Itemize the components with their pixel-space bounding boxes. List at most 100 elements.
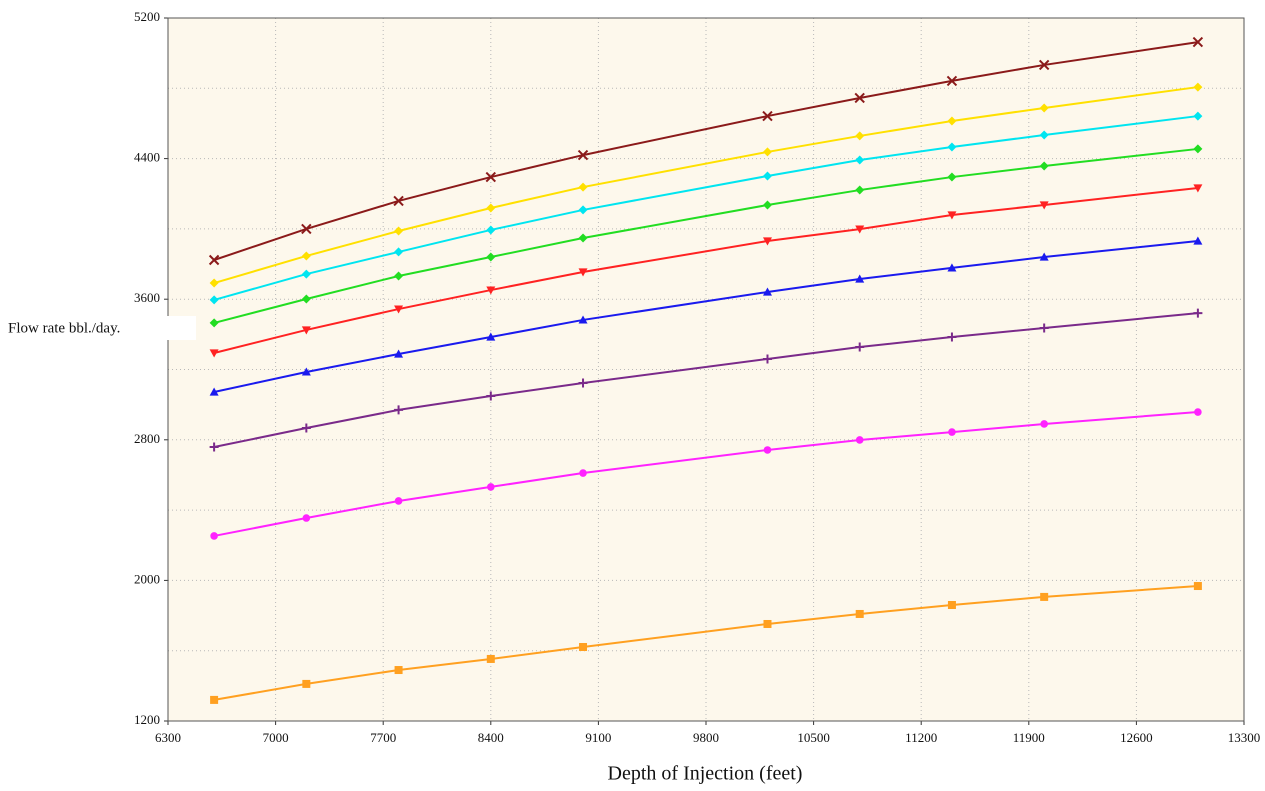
marker bbox=[301, 223, 312, 235]
marker bbox=[578, 378, 588, 388]
marker bbox=[486, 225, 496, 235]
marker bbox=[1040, 592, 1049, 601]
y-tick-label: 3600 bbox=[134, 290, 160, 305]
x-tick-label: 10500 bbox=[797, 730, 830, 745]
marker bbox=[486, 252, 496, 262]
marker bbox=[577, 149, 589, 161]
y-tick-label: 1200 bbox=[134, 712, 160, 727]
x-tick-label: 8400 bbox=[478, 730, 504, 745]
marker bbox=[1194, 408, 1202, 416]
marker bbox=[209, 295, 219, 305]
marker bbox=[1193, 236, 1203, 245]
marker bbox=[1193, 144, 1203, 154]
marker bbox=[301, 326, 311, 335]
y-tick-label: 4400 bbox=[134, 150, 160, 165]
marker bbox=[1039, 103, 1049, 113]
marker bbox=[1193, 308, 1203, 318]
marker bbox=[301, 269, 311, 279]
marker bbox=[578, 268, 588, 277]
marker bbox=[210, 695, 219, 704]
marker bbox=[394, 226, 404, 236]
series-line bbox=[213, 240, 1198, 393]
marker bbox=[208, 254, 220, 266]
marker bbox=[855, 155, 865, 165]
x-tick-label: 9100 bbox=[585, 730, 611, 745]
x-axis-label: Depth of Injection (feet) bbox=[608, 763, 803, 785]
marker bbox=[301, 367, 311, 376]
marker bbox=[301, 251, 311, 261]
marker bbox=[1039, 252, 1049, 261]
series-line bbox=[213, 186, 1198, 354]
series-line bbox=[213, 312, 1198, 448]
marker bbox=[762, 354, 772, 364]
x-tick-label: 11200 bbox=[905, 730, 937, 745]
marker bbox=[578, 315, 588, 324]
marker bbox=[947, 142, 957, 152]
marker bbox=[301, 294, 311, 304]
marker bbox=[209, 318, 219, 328]
marker bbox=[855, 131, 865, 141]
x-tick-label: 6300 bbox=[155, 730, 181, 745]
marker bbox=[209, 349, 219, 358]
marker bbox=[486, 203, 496, 213]
x-tick-label: 7000 bbox=[263, 730, 289, 745]
marker bbox=[579, 643, 588, 652]
marker bbox=[394, 405, 404, 415]
marker bbox=[1193, 184, 1203, 193]
marker bbox=[393, 195, 404, 207]
marker bbox=[302, 514, 311, 522]
marker bbox=[487, 483, 495, 491]
x-tick-label: 7700 bbox=[370, 730, 396, 745]
marker bbox=[301, 423, 311, 433]
series-line bbox=[213, 115, 1199, 301]
marker bbox=[394, 666, 403, 675]
marker bbox=[485, 171, 497, 183]
series-line bbox=[213, 585, 1198, 701]
marker bbox=[1039, 201, 1049, 210]
marker bbox=[855, 274, 865, 283]
marker bbox=[486, 654, 495, 663]
series-line bbox=[213, 41, 1199, 261]
marker bbox=[947, 263, 957, 272]
marker bbox=[763, 619, 772, 628]
marker bbox=[578, 205, 588, 215]
marker bbox=[486, 286, 496, 295]
marker bbox=[947, 601, 956, 610]
marker bbox=[762, 110, 773, 122]
series-line bbox=[213, 147, 1198, 324]
marker bbox=[947, 116, 957, 126]
marker bbox=[1039, 130, 1049, 140]
x-tick-label: 9800 bbox=[693, 730, 719, 745]
marker bbox=[763, 446, 772, 454]
marker bbox=[948, 428, 956, 436]
marker bbox=[1039, 323, 1049, 333]
marker bbox=[394, 305, 404, 314]
marker bbox=[486, 391, 496, 401]
marker bbox=[947, 211, 957, 220]
marker bbox=[855, 185, 865, 195]
marker bbox=[578, 182, 588, 192]
marker bbox=[1193, 82, 1203, 92]
x-tick-label: 12600 bbox=[1120, 730, 1153, 745]
marker bbox=[855, 225, 865, 234]
marker bbox=[209, 278, 219, 288]
y-tick-label: 5200 bbox=[134, 9, 160, 24]
marker bbox=[947, 332, 957, 342]
marker bbox=[209, 442, 219, 452]
plot-frame bbox=[167, 17, 1245, 722]
marker bbox=[946, 75, 958, 87]
marker bbox=[855, 609, 864, 618]
marker bbox=[1193, 582, 1202, 591]
marker bbox=[394, 247, 404, 257]
marker bbox=[209, 387, 219, 396]
marker bbox=[855, 342, 865, 352]
marker bbox=[762, 287, 772, 296]
marker bbox=[1193, 111, 1203, 121]
marker bbox=[394, 349, 404, 358]
marker bbox=[855, 436, 864, 444]
y-tick-label: 2800 bbox=[134, 431, 160, 446]
marker bbox=[762, 237, 772, 246]
marker bbox=[486, 332, 496, 341]
x-tick-label: 11900 bbox=[1013, 730, 1045, 745]
marker bbox=[1038, 59, 1050, 71]
